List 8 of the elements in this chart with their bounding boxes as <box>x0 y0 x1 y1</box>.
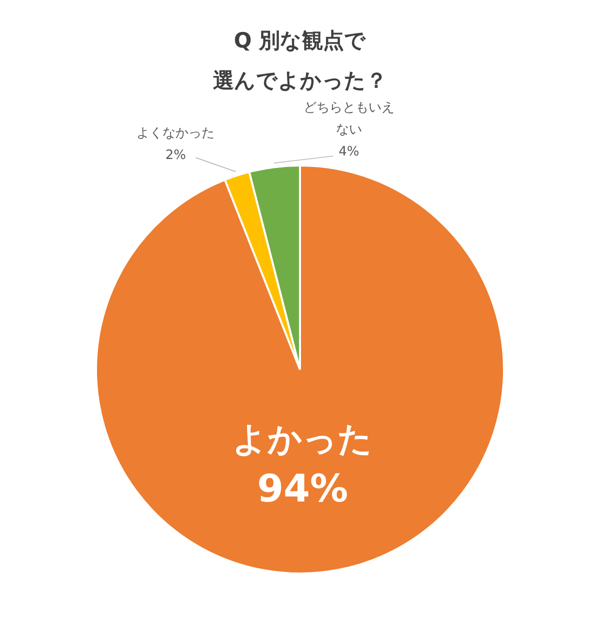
data-label: 4% <box>338 144 360 160</box>
slice-label: どちらともいえない <box>303 100 394 138</box>
slice-label: よかった <box>232 419 373 460</box>
chart-subtitle: 選んでよかった？ <box>213 68 387 92</box>
data-label: 94% <box>257 466 348 510</box>
chart-title: Q 別な観点で <box>234 28 366 52</box>
data-label: 2% <box>165 148 186 163</box>
slice-label: よくなかった <box>136 126 215 141</box>
